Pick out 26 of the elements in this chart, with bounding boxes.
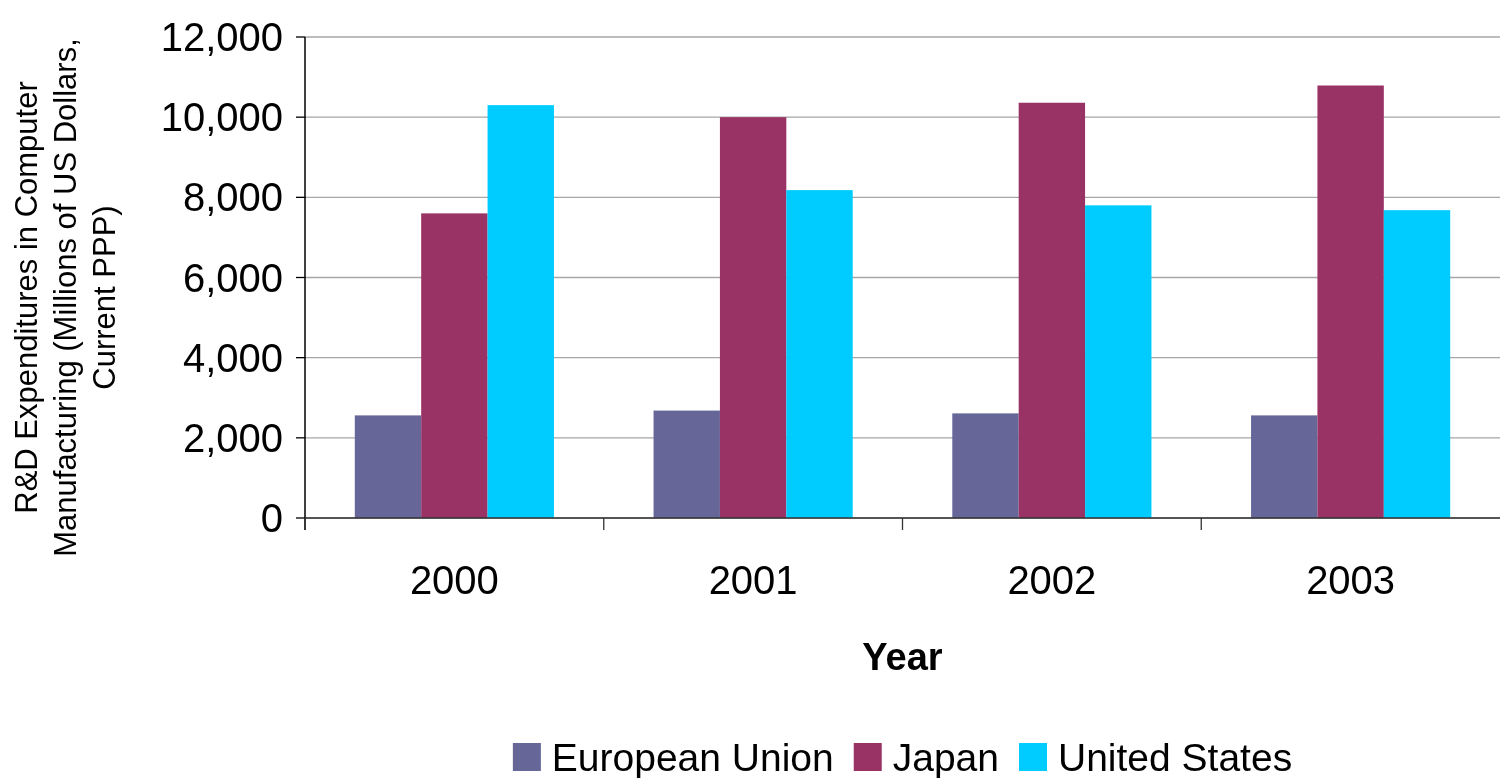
- bar: [1317, 85, 1384, 518]
- bar: [1251, 415, 1318, 518]
- bar: [719, 117, 787, 518]
- legend-label: United States: [1058, 735, 1293, 778]
- bar: [1383, 210, 1451, 518]
- x-tick-label: 2003: [1306, 558, 1396, 602]
- y-tick-label: 4,000: [182, 335, 283, 380]
- y-tick-label: 0: [260, 496, 283, 540]
- bar: [1018, 102, 1086, 518]
- bar: [786, 190, 853, 518]
- x-axis-title: Year: [862, 636, 943, 678]
- y-tick-label: 12,000: [160, 15, 283, 59]
- bar: [354, 415, 422, 518]
- x-tick-label: 2002: [1007, 558, 1097, 602]
- bar: [421, 213, 488, 518]
- bar: [653, 410, 720, 518]
- x-tick-label: 2001: [708, 558, 798, 602]
- y-axis-title: R&D Expenditures in Computer Manufacturing (Millions of US Dollars, Current PPP): [9, 38, 122, 557]
- bar: [952, 413, 1019, 518]
- x-tick-label: 2000: [409, 558, 499, 602]
- y-tick-label: 8,000: [182, 175, 283, 220]
- y-tick-label: 10,000: [160, 95, 283, 140]
- y-tick-label: 2,000: [182, 415, 283, 460]
- y-tick-label: 6,000: [182, 255, 283, 300]
- bar: [1085, 205, 1152, 518]
- bar: [487, 105, 554, 518]
